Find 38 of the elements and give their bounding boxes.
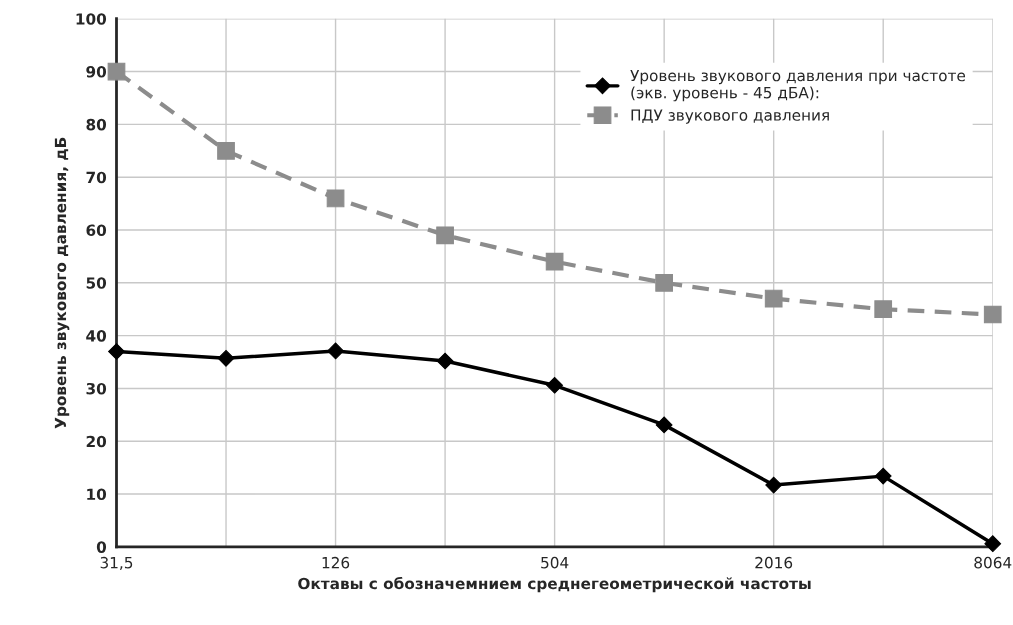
- point: [764, 289, 783, 308]
- x-tick-label: 8064: [974, 556, 1012, 569]
- y-tick-label: 0: [96, 541, 107, 553]
- point: [108, 343, 125, 360]
- point: [545, 252, 564, 271]
- y-tick-label: 40: [86, 330, 107, 342]
- point: [436, 352, 454, 370]
- y-tick-label: 30: [86, 382, 107, 395]
- y-tick-label: 90: [86, 66, 107, 78]
- y-tick-label: 50: [86, 277, 107, 289]
- point: [874, 300, 893, 319]
- point: [546, 376, 563, 394]
- point: [107, 62, 126, 81]
- y-tick-label: 10: [87, 488, 107, 501]
- legend-label: Уровень звукового давления при частоте (экв. уровень - 45 дБА):: [630, 69, 966, 102]
- point: [984, 535, 1002, 553]
- y-tick-label: 80: [86, 118, 107, 131]
- point: [217, 141, 235, 160]
- y-tick-label: 60: [86, 224, 107, 237]
- legend-label: ПДУ звукового давления: [631, 109, 829, 124]
- y-axis-title: Уровень звукового давления, дБ: [54, 137, 70, 429]
- point: [655, 416, 673, 434]
- point: [983, 305, 1002, 324]
- point: [874, 467, 892, 485]
- point: [655, 273, 673, 292]
- point: [326, 189, 345, 208]
- y-tick-label: 70: [86, 171, 107, 184]
- x-tick-label: 2016: [755, 556, 793, 569]
- point: [327, 342, 344, 360]
- y-tick-label: 20: [86, 435, 107, 448]
- x-tick-label: 31,5: [100, 556, 133, 570]
- x-axis-title: Октавы с обозначемнием среднегеометрической частоты: [298, 576, 811, 593]
- x-tick-label: 126: [322, 556, 350, 569]
- y-tick-label: 100: [76, 13, 107, 25]
- point: [217, 349, 235, 367]
- point: [436, 226, 454, 245]
- x-tick-label: 504: [541, 556, 569, 569]
- point: [765, 476, 783, 494]
